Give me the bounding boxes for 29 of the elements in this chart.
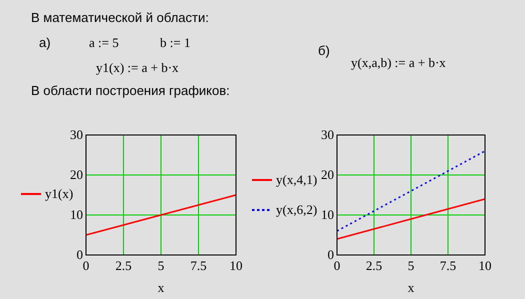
x-tick-label: 2.5 xyxy=(115,258,132,273)
x-tick-label: 5 xyxy=(408,258,414,273)
y-tick-label: 10 xyxy=(321,207,334,222)
y-tick-label: 20 xyxy=(321,167,334,182)
text: a := 5 xyxy=(89,35,119,50)
legend-label: y(x,4,1) xyxy=(276,172,318,187)
y-tick-label: 20 xyxy=(70,167,83,182)
text: б) xyxy=(318,43,330,58)
x-tick-label: 7.5 xyxy=(190,258,207,273)
x-axis-title: x xyxy=(408,280,415,295)
x-tick-label: 5 xyxy=(158,258,164,273)
text: В области построения графиков: xyxy=(31,83,230,98)
text: а) xyxy=(39,35,51,50)
y-tick-label: 0 xyxy=(328,247,334,262)
x-tick-label: 2.5 xyxy=(366,258,382,273)
legend-label: y1(x) xyxy=(45,186,74,201)
x-axis-title: x xyxy=(158,280,165,295)
x-tick-label: 10 xyxy=(478,258,492,273)
x-tick-label: 7.5 xyxy=(440,258,456,273)
y-tick-label: 10 xyxy=(70,207,83,222)
y-tick-label: 30 xyxy=(321,127,334,142)
legend-label: y(x,6,2) xyxy=(276,202,318,217)
text: b := 1 xyxy=(160,35,190,50)
x-tick-label: 10 xyxy=(230,258,242,273)
text: y(x,a,b) := a + b·x xyxy=(351,55,446,70)
text: y1(x) := a + b·x xyxy=(96,60,180,75)
y-tick-label: 30 xyxy=(70,127,83,142)
text: В математической й области: xyxy=(31,10,209,25)
y-tick-label: 0 xyxy=(76,247,83,262)
